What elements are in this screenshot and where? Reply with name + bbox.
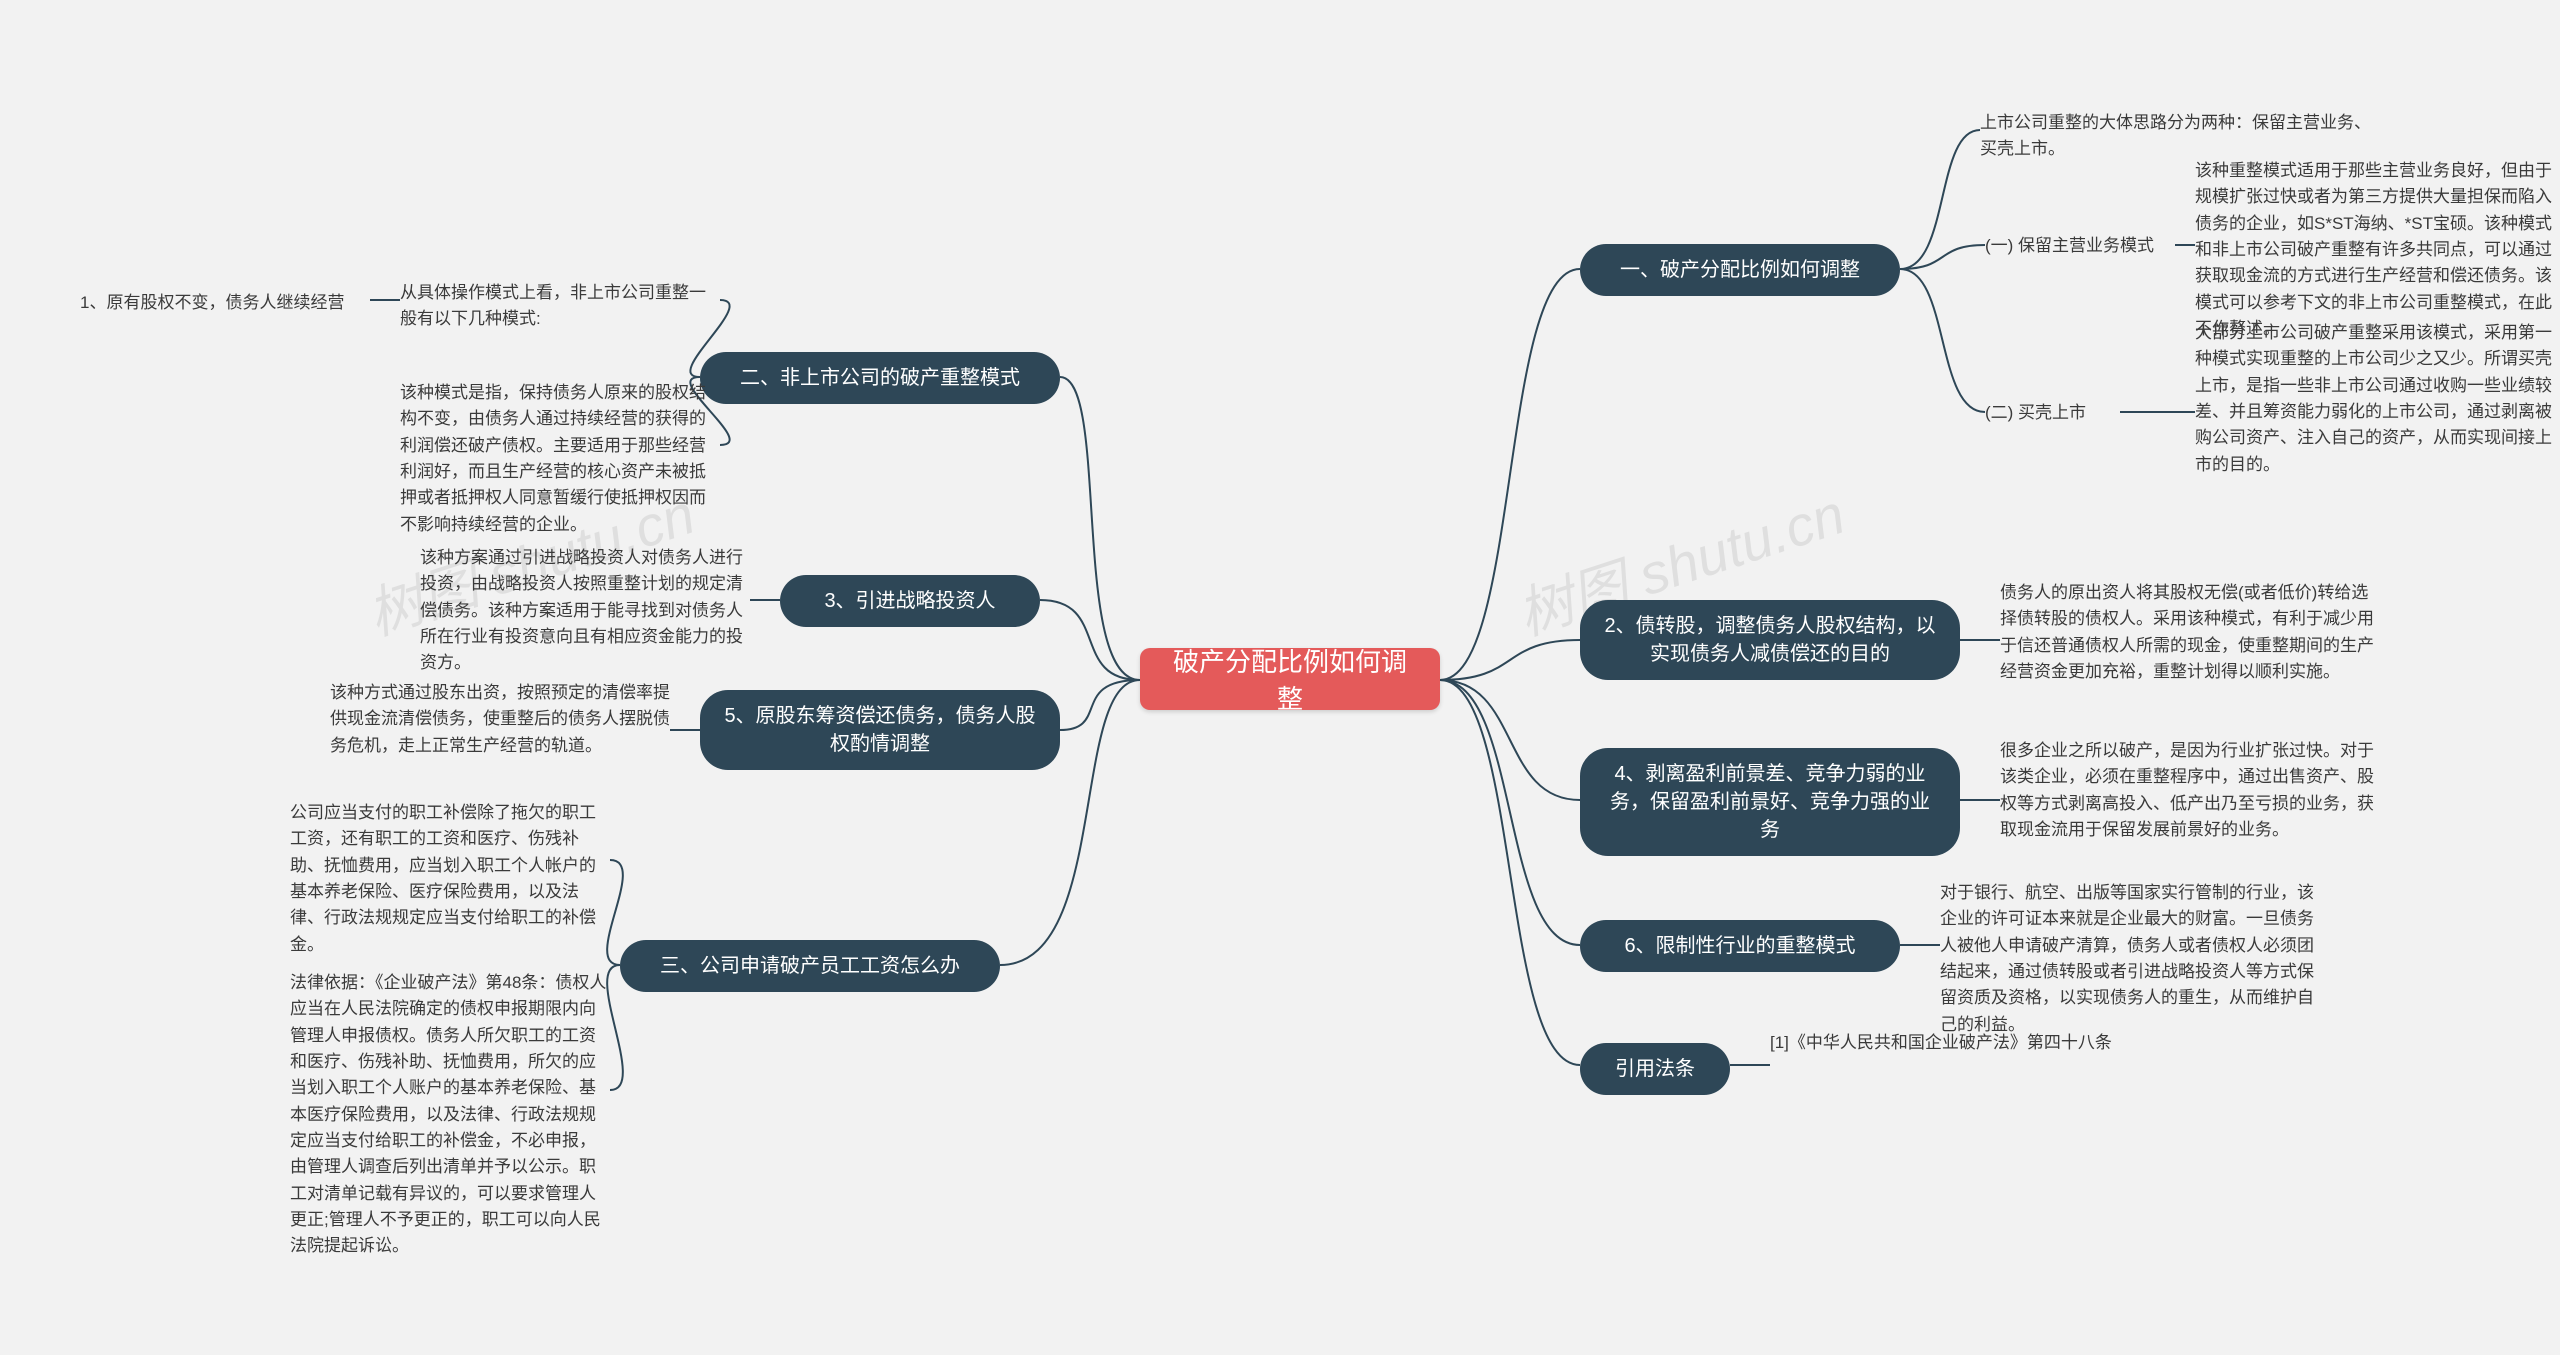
- center-node[interactable]: 破产分配比例如何调整: [1140, 648, 1440, 710]
- node-r1-child-2-label: (二) 买壳上市: [1985, 400, 2135, 426]
- node-l4-child-0: 公司应当支付的职工补偿除了拖欠的职工工资，还有职工的工资和医疗、伤残补助、抚恤费…: [290, 800, 610, 958]
- node-r1-child-0: 上市公司重整的大体思路分为两种：保留主营业务、买壳上市。: [1980, 110, 2380, 163]
- node-l3-desc: 该种方式通过股东出资，按照预定的清偿率提供现金流清偿债务，使重整后的债务人摆脱债…: [330, 680, 670, 759]
- node-r1-child-2-desc: 大部分上市公司破产重整采用该模式，采用第一种模式实现重整的上市公司少之又少。所谓…: [2195, 320, 2555, 478]
- node-l1[interactable]: 二、非上市公司的破产重整模式: [700, 352, 1060, 404]
- node-r1-child-1-label: (一) 保留主营业务模式: [1985, 233, 2185, 259]
- node-l1-label: 1、原有股权不变，债务人继续经营: [80, 290, 380, 316]
- node-r2[interactable]: 2、债转股，调整债务人股权结构，以实现债务人减债偿还的目的: [1580, 600, 1960, 680]
- node-l2[interactable]: 3、引进战略投资人: [780, 575, 1040, 627]
- node-l3[interactable]: 5、原股东筹资偿还债务，债务人股权酌情调整: [700, 690, 1060, 770]
- node-l1-desc: 该种模式是指，保持债务人原来的股权结构不变，由债务人通过持续经营的获得的利润偿还…: [400, 380, 720, 538]
- node-l4[interactable]: 三、公司申请破产员工工资怎么办: [620, 940, 1000, 992]
- node-r4-desc: 对于银行、航空、出版等国家实行管制的行业，该企业的许可证本来就是企业最大的财富。…: [1940, 880, 2320, 1038]
- node-r5-desc: [1]《中华人民共和国企业破产法》第四十八条: [1770, 1030, 2130, 1056]
- node-l4-child-1: 法律依据：《企业破产法》第48条：债权人应当在人民法院确定的债权申报期限内向管理…: [290, 970, 610, 1260]
- node-l1-sub: 从具体操作模式上看，非上市公司重整一般有以下几种模式:: [400, 280, 720, 333]
- node-r2-desc: 债务人的原出资人将其股权无偿(或者低价)转给选择债转股的债权人。采用该种模式，有…: [2000, 580, 2380, 685]
- node-r5[interactable]: 引用法条: [1580, 1043, 1730, 1095]
- node-r4[interactable]: 6、限制性行业的重整模式: [1580, 920, 1900, 972]
- node-r1[interactable]: 一、破产分配比例如何调整: [1580, 244, 1900, 296]
- node-l2-desc: 该种方案通过引进战略投资人对债务人进行投资，由战略投资人按照重整计划的规定清偿债…: [420, 545, 750, 677]
- mindmap-canvas: 树图 shutu.cn 树图 shutu.cn 破产分配比例如何调整 一、破产分…: [0, 0, 2560, 1355]
- node-r1-child-1-desc: 该种重整模式适用于那些主营业务良好，但由于规模扩张过快或者为第三方提供大量担保而…: [2195, 158, 2555, 342]
- node-r3-desc: 很多企业之所以破产，是因为行业扩张过快。对于该类企业，必须在重整程序中，通过出售…: [2000, 738, 2380, 843]
- node-r3[interactable]: 4、剥离盈利前景差、竞争力弱的业务，保留盈利前景好、竞争力强的业务: [1580, 748, 1960, 856]
